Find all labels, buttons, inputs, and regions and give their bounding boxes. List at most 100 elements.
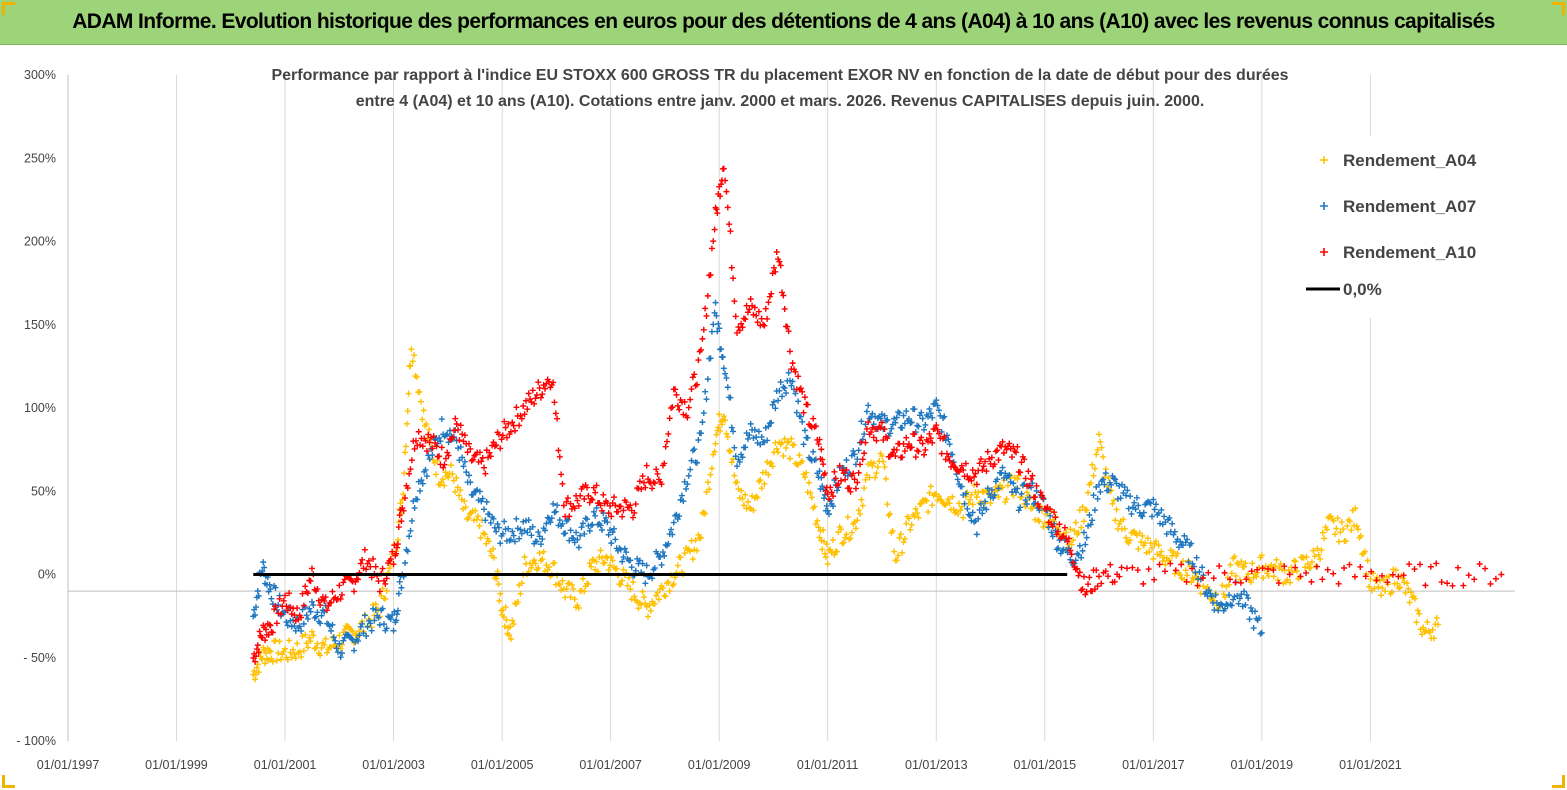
data-point [824, 560, 831, 567]
data-point [459, 454, 466, 461]
data-point [855, 507, 862, 514]
data-point [895, 552, 902, 559]
data-point [758, 315, 765, 322]
data-point [341, 576, 348, 583]
data-point [1072, 519, 1079, 526]
data-point [1338, 519, 1345, 526]
data-point [859, 456, 866, 463]
data-point [1105, 474, 1112, 481]
data-point [324, 607, 331, 614]
data-point [1110, 497, 1117, 504]
data-point [843, 456, 850, 463]
data-point [411, 505, 418, 512]
data-point [750, 311, 757, 318]
data-point [584, 484, 591, 491]
data-point [429, 452, 436, 459]
data-point [1018, 490, 1025, 497]
data-point [858, 496, 865, 503]
data-point [621, 545, 628, 552]
data-point [436, 453, 443, 460]
data-point [658, 561, 665, 568]
data-point [1170, 531, 1177, 538]
data-point [386, 565, 393, 572]
data-point [711, 309, 718, 316]
data-point [863, 425, 870, 432]
data-point [781, 305, 788, 312]
data-point [901, 535, 908, 542]
data-point [1388, 589, 1395, 596]
data-point [1129, 564, 1136, 571]
data-point [957, 507, 964, 514]
data-point [1420, 624, 1427, 631]
data-point [1162, 561, 1169, 568]
data-point [649, 485, 656, 492]
data-point [1100, 476, 1107, 483]
data-point [816, 436, 823, 443]
data-point [1085, 489, 1092, 496]
data-point [340, 579, 347, 586]
data-point [1220, 591, 1227, 598]
data-point [703, 489, 710, 496]
data-point [1017, 469, 1024, 476]
data-point [510, 422, 517, 429]
data-point [923, 497, 930, 504]
data-point [818, 474, 825, 481]
data-point [732, 453, 739, 460]
data-point [1337, 529, 1344, 536]
data-point [337, 595, 344, 602]
data-point [1406, 599, 1413, 606]
data-point [911, 431, 918, 438]
data-point [1351, 573, 1358, 580]
data-point [927, 410, 934, 417]
data-point [949, 493, 956, 500]
data-point [786, 455, 793, 462]
data-point [1238, 591, 1245, 598]
data-point [481, 506, 488, 513]
data-point [552, 410, 559, 417]
data-point [1303, 553, 1310, 560]
data-point [1125, 539, 1132, 546]
data-point [1080, 529, 1087, 536]
data-point [1053, 531, 1060, 538]
data-point [461, 458, 468, 465]
data-point [564, 495, 571, 502]
data-point [782, 390, 789, 397]
data-point [586, 499, 593, 506]
data-point [481, 531, 488, 538]
data-point [797, 413, 804, 420]
data-point [483, 498, 490, 505]
data-point [723, 430, 730, 437]
data-point [929, 414, 936, 421]
data-point [438, 444, 445, 451]
data-point [455, 426, 462, 433]
data-point [1205, 569, 1212, 576]
data-point [1026, 482, 1033, 489]
data-point [1067, 556, 1074, 563]
data-point [1150, 496, 1157, 503]
data-point [870, 460, 877, 467]
data-point [494, 520, 501, 527]
data-point [563, 586, 570, 592]
data-point [1427, 563, 1434, 570]
data-point [457, 487, 464, 494]
data-point [915, 514, 922, 521]
data-point [727, 394, 734, 401]
data-point [915, 423, 922, 430]
data-point [563, 498, 570, 505]
data-point [1087, 521, 1094, 528]
data-point [630, 514, 637, 521]
data-point [680, 498, 687, 505]
data-point [1133, 494, 1140, 501]
data-point [892, 453, 899, 460]
data-point [1248, 568, 1255, 575]
data-point [994, 447, 1001, 454]
data-point [865, 402, 872, 409]
data-point [390, 561, 397, 568]
data-point [266, 581, 273, 588]
data-point [1498, 571, 1505, 578]
data-point [815, 524, 822, 531]
data-point [846, 485, 853, 492]
data-point [460, 463, 467, 470]
data-point [884, 435, 891, 442]
data-point [507, 536, 514, 543]
